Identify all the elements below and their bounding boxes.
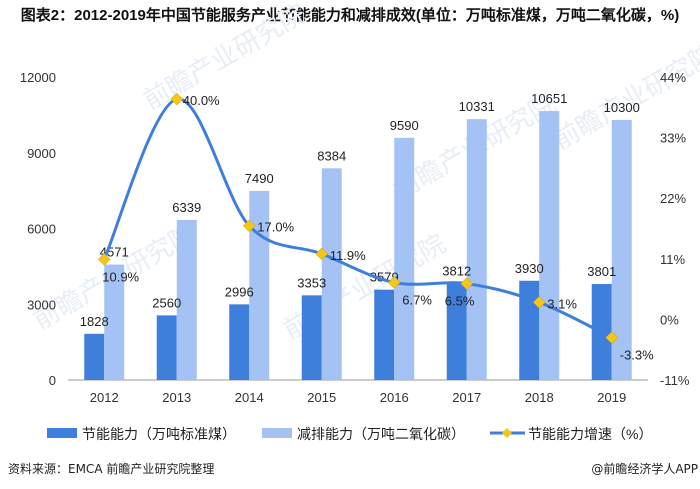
x-tick-label: 2012 bbox=[90, 390, 119, 405]
growth-rate-label: 17.0% bbox=[257, 220, 294, 235]
y-left-tick-label: 6000 bbox=[27, 222, 56, 237]
bar-emission-reduction-label: 6339 bbox=[172, 200, 201, 215]
watermark-text: 前瞻产业研究院 bbox=[138, 0, 311, 115]
legend-swatch-energy-saving bbox=[47, 428, 77, 438]
bar-energy-saving bbox=[301, 295, 322, 380]
growth-rate-label: 40.0% bbox=[183, 93, 220, 108]
bar-emission-reduction-label: 9590 bbox=[390, 118, 419, 133]
bar-emission-reduction bbox=[466, 119, 487, 381]
bar-emission-reduction-label: 8384 bbox=[317, 148, 346, 163]
chart-title: 图表2：2012-2019年中国节能服务产业节能能力和减排成效(单位：万吨标准煤… bbox=[20, 7, 680, 24]
bar-energy-saving-label: 2996 bbox=[225, 284, 254, 299]
credit-note: @前瞻经济学人APP bbox=[591, 462, 698, 476]
y-right-tick-label: 11% bbox=[660, 252, 685, 267]
bar-emission-reduction bbox=[176, 219, 197, 380]
bar-energy-saving-label: 3353 bbox=[297, 275, 326, 290]
x-tick-label: 2018 bbox=[525, 390, 554, 405]
growth-rate-label: 10.9% bbox=[102, 269, 139, 284]
bar-emission-reduction-label: 10300 bbox=[604, 100, 640, 115]
x-tick-label: 2015 bbox=[307, 390, 336, 405]
growth-rate-marker bbox=[460, 277, 474, 290]
growth-rate-label: -3.3% bbox=[620, 348, 654, 363]
legend-label-emission-reduction: 减排能力（万吨二氧化碳） bbox=[297, 426, 465, 442]
x-tick-label: 2013 bbox=[162, 390, 191, 405]
bar-energy-saving bbox=[446, 283, 467, 380]
growth-rate-marker bbox=[170, 92, 184, 106]
bar-energy-saving-label: 3801 bbox=[587, 264, 616, 279]
legend-label-energy-saving: 节能能力（万吨标准煤） bbox=[82, 426, 236, 442]
bar-energy-saving-label: 1828 bbox=[80, 314, 109, 329]
bar-energy-saving-label: 2560 bbox=[152, 295, 181, 310]
x-tick-label: 2019 bbox=[597, 390, 626, 405]
bar-energy-saving bbox=[84, 333, 105, 380]
bar-energy-saving-label: 3812 bbox=[442, 264, 471, 279]
growth-rate-label: 6.5% bbox=[445, 294, 475, 309]
growth-rate-marker bbox=[97, 252, 111, 266]
bar-emission-reduction bbox=[321, 168, 342, 380]
chart-svg: 前瞻产业研究院前瞻产业研究院前瞻产业研究院前瞻产业研究院前瞻产业研究院03000… bbox=[20, 0, 700, 442]
y-right-tick-label: 44% bbox=[660, 70, 686, 85]
y-right-tick-label: 22% bbox=[660, 191, 686, 206]
growth-rate-marker bbox=[387, 276, 401, 289]
bar-emission-reduction bbox=[611, 119, 632, 381]
y-right-tick-label: 33% bbox=[660, 131, 686, 146]
growth-rate-marker bbox=[532, 295, 546, 309]
bar-emission-reduction-label: 10651 bbox=[531, 91, 567, 106]
growth-rate-marker bbox=[315, 247, 329, 261]
y-left-tick-label: 12000 bbox=[20, 70, 56, 85]
bar-emission-reduction bbox=[539, 111, 560, 380]
y-left-tick-label: 9000 bbox=[27, 146, 56, 161]
bar-energy-saving-label: 3930 bbox=[515, 261, 544, 276]
growth-rate-label: 11.9% bbox=[330, 248, 366, 263]
source-note: 资料来源：EMCA 前瞻产业研究院整理 bbox=[8, 462, 215, 476]
y-left-tick-label: 3000 bbox=[27, 297, 56, 312]
growth-rate-marker bbox=[605, 331, 619, 344]
growth-rate-label: 6.7% bbox=[402, 292, 432, 307]
y-right-tick-label: -11% bbox=[660, 373, 690, 388]
y-left-tick-label: 0 bbox=[49, 373, 56, 388]
legend-swatch-emission-reduction bbox=[262, 428, 292, 438]
x-tick-label: 2017 bbox=[452, 390, 481, 405]
y-right-tick-label: 0% bbox=[660, 312, 679, 327]
legend-marker-growth-rate bbox=[502, 428, 512, 438]
bar-emission-reduction-label: 10331 bbox=[459, 99, 495, 114]
legend-label-growth-rate: 节能能力增速（%） bbox=[528, 426, 652, 442]
growth-rate-label: 3.1% bbox=[547, 296, 577, 311]
bar-energy-saving bbox=[374, 289, 395, 380]
x-tick-label: 2014 bbox=[235, 390, 264, 405]
growth-rate-marker bbox=[242, 219, 256, 233]
bar-emission-reduction bbox=[394, 137, 415, 380]
bar-emission-reduction-label: 7490 bbox=[245, 171, 274, 186]
x-tick-label: 2016 bbox=[380, 390, 409, 405]
bar-emission-reduction bbox=[104, 264, 125, 380]
bar-energy-saving bbox=[156, 315, 177, 380]
bar-energy-saving bbox=[229, 304, 250, 380]
bar-energy-saving bbox=[519, 280, 540, 380]
